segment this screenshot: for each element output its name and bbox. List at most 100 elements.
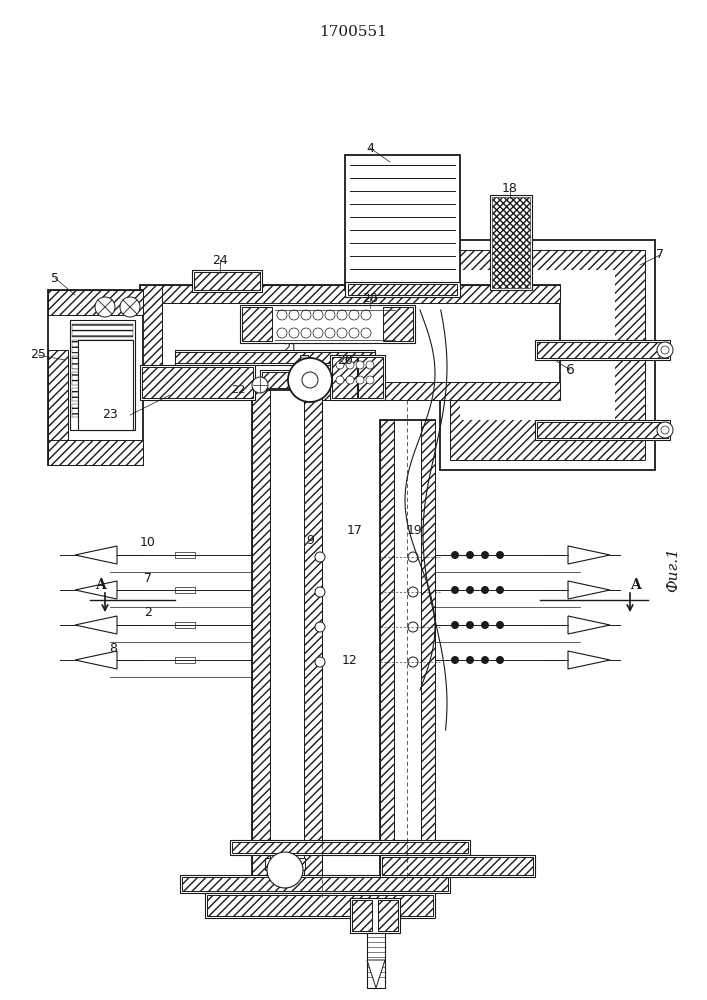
Circle shape xyxy=(288,358,332,402)
Bar xyxy=(72,324,133,337)
Circle shape xyxy=(451,586,459,594)
Circle shape xyxy=(481,656,489,664)
Bar xyxy=(345,155,460,290)
Bar xyxy=(421,420,435,880)
Circle shape xyxy=(336,376,344,384)
Bar xyxy=(142,367,253,398)
Circle shape xyxy=(408,552,418,562)
Bar xyxy=(440,240,655,470)
Bar xyxy=(301,357,307,383)
Bar xyxy=(175,657,195,663)
Bar xyxy=(330,355,385,400)
Text: 7: 7 xyxy=(144,572,152,584)
Text: 5: 5 xyxy=(51,271,59,284)
Bar xyxy=(380,420,394,880)
Text: 21: 21 xyxy=(283,343,297,353)
Text: 25: 25 xyxy=(30,349,46,361)
Bar xyxy=(492,197,530,288)
Bar xyxy=(207,895,433,916)
Bar xyxy=(232,842,468,853)
Polygon shape xyxy=(568,546,610,564)
Text: 7: 7 xyxy=(656,248,664,261)
Bar xyxy=(352,900,372,931)
Circle shape xyxy=(408,587,418,597)
Circle shape xyxy=(481,551,489,559)
Bar xyxy=(70,320,135,430)
Bar xyxy=(332,357,357,398)
Polygon shape xyxy=(568,616,610,634)
Circle shape xyxy=(451,656,459,664)
Bar xyxy=(230,840,470,855)
Bar xyxy=(140,285,162,400)
Circle shape xyxy=(496,621,504,629)
Bar xyxy=(48,290,143,315)
Circle shape xyxy=(466,621,474,629)
Bar xyxy=(242,307,272,341)
Circle shape xyxy=(302,372,318,388)
Circle shape xyxy=(349,328,359,338)
Bar xyxy=(72,356,133,369)
Bar xyxy=(380,855,535,877)
Text: 28: 28 xyxy=(362,292,378,304)
Circle shape xyxy=(337,328,347,338)
Circle shape xyxy=(356,376,364,384)
Bar xyxy=(345,282,460,297)
Circle shape xyxy=(361,310,371,320)
Bar xyxy=(367,933,385,988)
Bar xyxy=(252,390,322,900)
Text: 10: 10 xyxy=(140,536,156,548)
Bar xyxy=(175,352,375,363)
Circle shape xyxy=(657,422,673,438)
Bar xyxy=(72,340,133,353)
Polygon shape xyxy=(75,581,117,599)
Bar xyxy=(260,370,310,390)
Text: 22: 22 xyxy=(231,385,245,395)
Circle shape xyxy=(289,328,299,338)
Circle shape xyxy=(252,377,268,393)
Bar xyxy=(78,340,133,430)
Circle shape xyxy=(337,310,347,320)
Circle shape xyxy=(466,551,474,559)
Bar xyxy=(535,420,670,440)
Circle shape xyxy=(313,310,323,320)
Bar xyxy=(48,290,143,465)
Bar xyxy=(48,350,68,445)
Circle shape xyxy=(277,310,287,320)
Bar xyxy=(490,195,532,290)
Bar xyxy=(194,272,260,290)
Circle shape xyxy=(496,656,504,664)
Text: 8: 8 xyxy=(109,642,117,654)
Bar xyxy=(378,900,398,931)
Circle shape xyxy=(313,328,323,338)
Bar xyxy=(304,390,322,900)
Circle shape xyxy=(315,552,325,562)
Bar xyxy=(252,390,270,900)
Bar xyxy=(537,342,668,358)
Circle shape xyxy=(315,657,325,667)
Bar xyxy=(48,440,143,465)
Polygon shape xyxy=(75,616,117,634)
Circle shape xyxy=(356,361,364,369)
Bar xyxy=(380,420,435,880)
Text: 4: 4 xyxy=(366,141,374,154)
Circle shape xyxy=(451,551,459,559)
Text: 20: 20 xyxy=(337,354,353,366)
Circle shape xyxy=(366,376,374,384)
Bar xyxy=(180,875,450,893)
Circle shape xyxy=(289,310,299,320)
Bar xyxy=(350,898,400,933)
Bar xyxy=(265,858,305,870)
Bar xyxy=(192,270,262,292)
Text: 19: 19 xyxy=(407,524,423,536)
Bar xyxy=(175,622,195,628)
Bar xyxy=(240,305,415,343)
Circle shape xyxy=(366,361,374,369)
Circle shape xyxy=(661,426,669,434)
Circle shape xyxy=(657,342,673,358)
Bar xyxy=(383,307,413,341)
Circle shape xyxy=(361,328,371,338)
Circle shape xyxy=(349,310,359,320)
Text: 18: 18 xyxy=(502,182,518,194)
Circle shape xyxy=(315,587,325,597)
Text: 23: 23 xyxy=(102,408,118,422)
